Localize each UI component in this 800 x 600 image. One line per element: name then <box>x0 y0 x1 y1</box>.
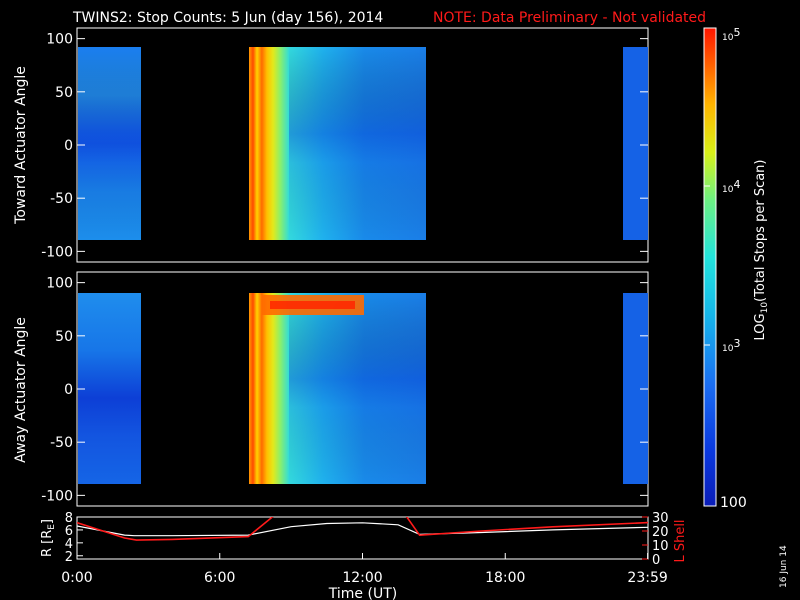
ylabel-orbit-left-end: ] <box>40 519 55 524</box>
panel-orbit-frame <box>76 516 649 560</box>
colorbar-tick-mid-base: 10 <box>722 185 734 195</box>
colorbar-label-rest: (Total Stops per Scan) <box>753 160 768 302</box>
ylabel-toward: Toward Actuator Angle <box>13 66 29 225</box>
ytick-label-right: 30 <box>652 511 669 526</box>
xtick-label: 23:59 <box>627 570 667 586</box>
heatmap-toward-block-late <box>623 47 648 240</box>
xtick-label: 18:00 <box>485 570 525 586</box>
panel-toward: Toward Actuator Angle 100 50 0 -50 -100 <box>13 27 649 263</box>
heatmap-away-hot-band-core <box>270 301 355 309</box>
ylabel-orbit-right: L Shell <box>673 519 688 562</box>
heatmap-away-block-early <box>78 293 141 484</box>
colorbar: 105 104 103 100 LOG10(Total Stops per Sc… <box>703 26 770 511</box>
ytick-label: -50 <box>50 435 73 451</box>
ytick-label: 0 <box>64 382 73 398</box>
colorbar-tick-mid-exp: 4 <box>733 178 740 191</box>
colorbar-gradient <box>703 27 717 507</box>
colorbar-tick-top-base: 10 <box>722 33 734 43</box>
heatmap-away-event-hot <box>249 293 289 484</box>
colorbar-tick-bottom: 100 <box>720 495 747 511</box>
colorbar-label-sub: 10 <box>760 302 770 314</box>
colorbar-tick-top-exp: 5 <box>733 26 740 39</box>
date-stamp: 16 Jun 14 <box>779 545 789 588</box>
panel-away: Away Actuator Angle 100 50 0 -50 -100 <box>13 271 649 507</box>
yticks-away: 100 50 0 -50 -100 <box>41 276 648 504</box>
colorbar-ticks <box>704 185 710 346</box>
heatmap-toward <box>78 47 648 240</box>
colorbar-tick-mid: 104 <box>722 178 740 195</box>
ytick-label-right: 10 <box>652 539 669 554</box>
xtick-label: 6:00 <box>204 570 235 586</box>
xtick-label: 12:00 <box>342 570 382 586</box>
shade-overlay <box>289 47 426 240</box>
ytick-label: -50 <box>50 191 73 207</box>
chart-title: TWINS2: Stop Counts: 5 Jun (day 156), 20… <box>72 10 383 26</box>
xtick-label: 0:00 <box>61 570 92 586</box>
ytick-label-left: 8 <box>65 511 73 526</box>
colorbar-label: LOG10(Total Stops per Scan) <box>753 160 770 341</box>
ytick-label: 50 <box>55 85 73 101</box>
ylabel-orbit-left-sub: E <box>47 524 57 530</box>
ylabel-orbit-left: R [RE] <box>40 519 57 557</box>
orbit-lines <box>77 517 648 541</box>
ytick-label-right: 0 <box>652 553 660 568</box>
ylabel-orbit-left-main: R [R <box>40 530 55 557</box>
ytick-label: -100 <box>41 488 73 504</box>
shade-overlay <box>78 47 141 240</box>
xticks-orbit: 0:00 6:00 12:00 18:00 23:59 <box>61 553 668 586</box>
ytick-label-left: 6 <box>65 524 73 539</box>
ylabel-away: Away Actuator Angle <box>13 317 29 463</box>
preliminary-note: NOTE: Data Preliminary - Not validated <box>433 10 706 26</box>
ytick-label-right: 20 <box>652 525 669 540</box>
series-r-line <box>77 522 648 537</box>
ytick-label: 100 <box>46 32 73 48</box>
colorbar-tick-top: 105 <box>722 26 740 43</box>
ytick-label: 0 <box>64 138 73 154</box>
ytick-label: -100 <box>41 244 73 260</box>
ytick-label: 100 <box>46 276 73 292</box>
shade-overlay <box>289 293 426 484</box>
heatmap-toward-event-hot <box>249 47 289 240</box>
series-lshell-line <box>77 517 648 541</box>
colorbar-label-main: LOG <box>753 313 768 340</box>
colorbar-tick-low-exp: 3 <box>733 337 740 350</box>
ytick-label-left: 2 <box>65 550 73 565</box>
xlabel-orbit: Time (UT) <box>328 586 397 600</box>
ytick-label-left: 4 <box>65 537 73 552</box>
colorbar-tick-low: 103 <box>722 337 740 354</box>
ytick-label: 50 <box>55 329 73 345</box>
yticks-toward: 100 50 0 -50 -100 <box>41 32 648 260</box>
colorbar-tick-low-base: 10 <box>722 344 734 354</box>
